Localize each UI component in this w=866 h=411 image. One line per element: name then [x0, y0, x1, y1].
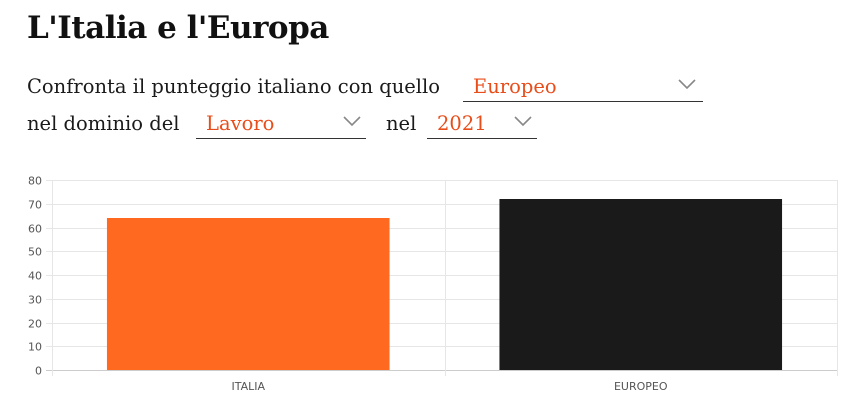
chevron-down-icon	[343, 116, 361, 127]
y-tick-label: 0	[35, 365, 42, 378]
y-tick-label: 40	[28, 270, 42, 283]
domain-select-value: Lavoro	[206, 112, 275, 135]
y-tick-label: 60	[28, 223, 42, 236]
page-title: L'Italia e l'Europa	[27, 10, 329, 46]
chevron-down-icon	[678, 79, 696, 90]
bar-europeo	[499, 199, 783, 370]
y-tick-label: 80	[28, 175, 42, 188]
x-tick-label: ITALIA	[231, 380, 265, 393]
domain-select[interactable]: Lavoro	[196, 109, 366, 139]
year-select[interactable]: 2021	[427, 109, 537, 139]
sentence-part-2: nel dominio del	[27, 112, 180, 135]
y-tick-label: 10	[28, 341, 42, 354]
year-select-value: 2021	[437, 112, 487, 135]
chevron-down-icon	[514, 116, 532, 127]
x-tick-label: EUROPEO	[614, 380, 668, 393]
bar-chart: 0 10 20 30 40 50 60 70 80 ITALIA EUROPEO	[28, 175, 838, 393]
comparison-select-value: Europeo	[473, 75, 557, 98]
sentence-part-1: Confronta il punteggio italiano con quel…	[27, 75, 441, 98]
bar-italia	[106, 218, 390, 370]
y-tick-label: 70	[28, 199, 42, 212]
y-tick-label: 30	[28, 294, 42, 307]
sentence-part-3: nel	[386, 112, 417, 135]
y-tick-label: 20	[28, 318, 42, 331]
y-tick-label: 50	[28, 246, 42, 259]
comparison-select[interactable]: Europeo	[463, 72, 703, 102]
